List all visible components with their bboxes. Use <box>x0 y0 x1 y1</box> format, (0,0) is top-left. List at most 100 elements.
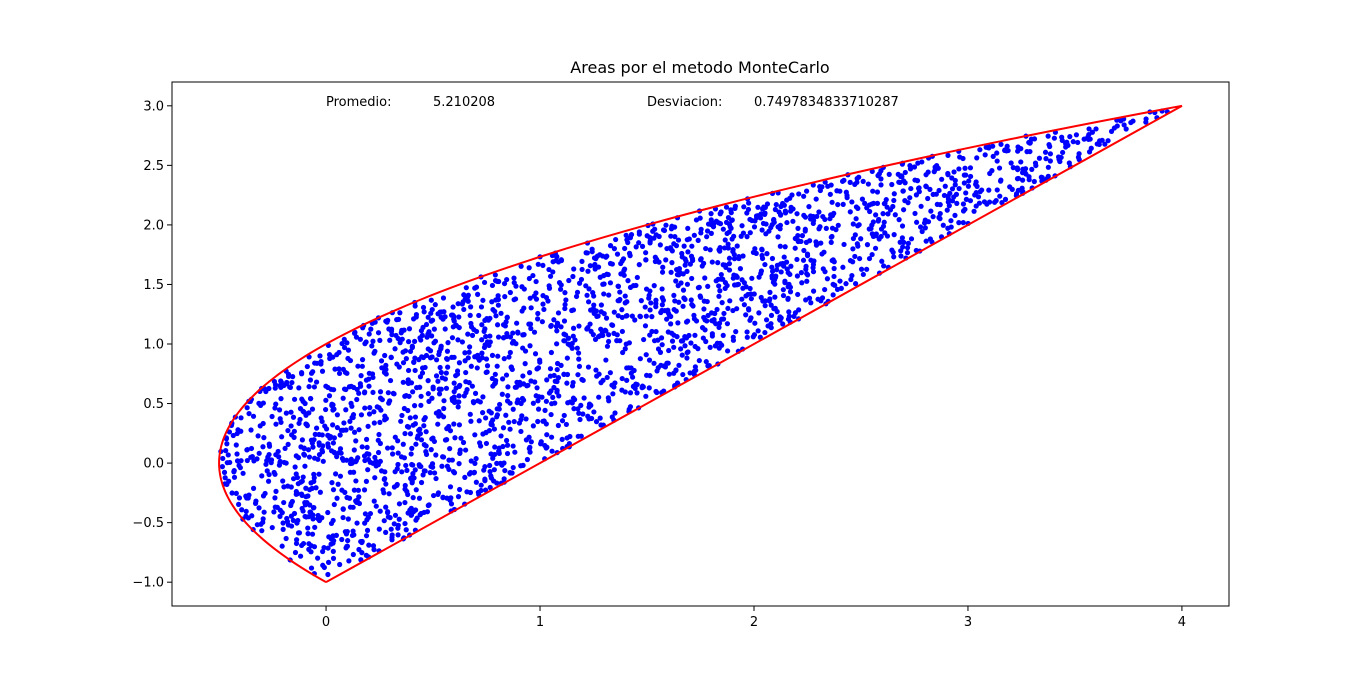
scatter-point <box>1014 176 1021 182</box>
scatter-point <box>643 250 649 256</box>
scatter-point <box>668 313 674 320</box>
scatter-point <box>309 440 315 446</box>
scatter-point <box>385 445 391 451</box>
scatter-point <box>269 413 275 420</box>
scatter-point <box>646 357 653 363</box>
scatter-point <box>577 416 583 423</box>
scatter-point <box>698 226 704 232</box>
scatter-point <box>927 236 933 242</box>
scatter-point <box>260 420 266 427</box>
scatter-point <box>539 319 545 325</box>
scatter-point <box>338 450 344 456</box>
scatter-point <box>362 520 368 526</box>
scatter-point <box>365 423 371 429</box>
scatter-point <box>591 255 598 261</box>
scatter-point <box>385 510 391 516</box>
scatter-point <box>383 481 389 487</box>
scatter-point <box>408 512 414 518</box>
scatter-point <box>810 220 816 226</box>
scatter-point <box>549 401 555 407</box>
scatter-point <box>650 228 656 234</box>
scatter-point <box>535 406 542 412</box>
scatter-point <box>351 330 358 336</box>
scatter-point <box>597 274 603 280</box>
scatter-point <box>264 458 270 464</box>
scatter-point <box>497 401 503 408</box>
scatter-point <box>456 393 462 399</box>
scatter-point <box>705 283 711 289</box>
scatter-point <box>430 435 436 441</box>
scatter-point <box>310 516 316 522</box>
scatter-point <box>533 278 539 285</box>
scatter-point <box>337 561 343 568</box>
scatter-point <box>377 337 383 343</box>
scatter-point <box>600 281 606 287</box>
scatter-point <box>548 411 554 418</box>
scatter-point <box>388 354 394 360</box>
scatter-point <box>455 301 461 307</box>
scatter-point <box>1066 160 1072 166</box>
scatter-point <box>605 338 612 345</box>
scatter-point <box>535 310 541 317</box>
scatter-point <box>982 152 988 158</box>
scatter-point <box>919 159 925 165</box>
scatter-point <box>440 295 447 301</box>
scatter-point <box>774 262 780 268</box>
scatter-point <box>704 234 710 240</box>
scatter-point <box>945 172 951 178</box>
scatter-point <box>657 349 664 355</box>
scatter-point <box>709 259 715 265</box>
scatter-point <box>306 514 312 520</box>
scatter-point <box>891 197 897 204</box>
scatter-point <box>298 491 305 497</box>
scatter-point <box>840 264 846 270</box>
scatter-point <box>572 337 578 343</box>
scatter-point <box>787 195 793 201</box>
scatter-point <box>321 545 327 551</box>
scatter-point <box>820 266 826 272</box>
scatter-point <box>287 384 293 390</box>
scatter-point <box>364 444 370 450</box>
scatter-point <box>722 237 728 243</box>
scatter-point <box>665 360 671 366</box>
x-tick-label: 1 <box>536 615 544 630</box>
scatter-point <box>328 386 334 392</box>
scatter-point <box>1128 119 1134 126</box>
scatter-point <box>391 521 397 527</box>
scatter-point <box>396 364 402 370</box>
scatter-point <box>518 428 524 435</box>
scatter-point <box>272 471 278 477</box>
scatter-point <box>912 210 918 217</box>
scatter-point <box>535 418 541 425</box>
scatter-point <box>433 373 440 379</box>
scatter-point <box>915 160 921 166</box>
scatter-point <box>515 330 521 336</box>
scatter-point <box>695 237 701 243</box>
scatter-point <box>571 266 577 272</box>
scatter-point <box>335 481 341 487</box>
scatter-point <box>925 219 932 225</box>
scatter-point <box>1093 126 1099 132</box>
scatter-point <box>407 507 413 513</box>
scatter-point <box>759 246 765 252</box>
scatter-point <box>521 305 527 311</box>
scatter-point <box>604 374 610 381</box>
scatter-point <box>299 437 305 443</box>
scatter-point <box>869 251 875 258</box>
scatter-point <box>734 243 740 249</box>
scatter-point <box>831 265 837 272</box>
scatter-point <box>709 331 715 337</box>
scatter-point <box>853 204 860 210</box>
scatter-point <box>1051 135 1057 141</box>
scatter-point <box>680 303 686 309</box>
scatter-point <box>559 436 565 443</box>
scatter-point <box>273 488 279 494</box>
scatter-point <box>741 280 747 286</box>
scatter-point <box>402 348 409 354</box>
scatter-point <box>344 457 350 463</box>
scatter-point <box>363 436 370 442</box>
scatter-point <box>430 492 437 499</box>
scatter-point <box>399 412 405 419</box>
scatter-point <box>622 266 628 272</box>
scatter-point <box>605 395 611 401</box>
